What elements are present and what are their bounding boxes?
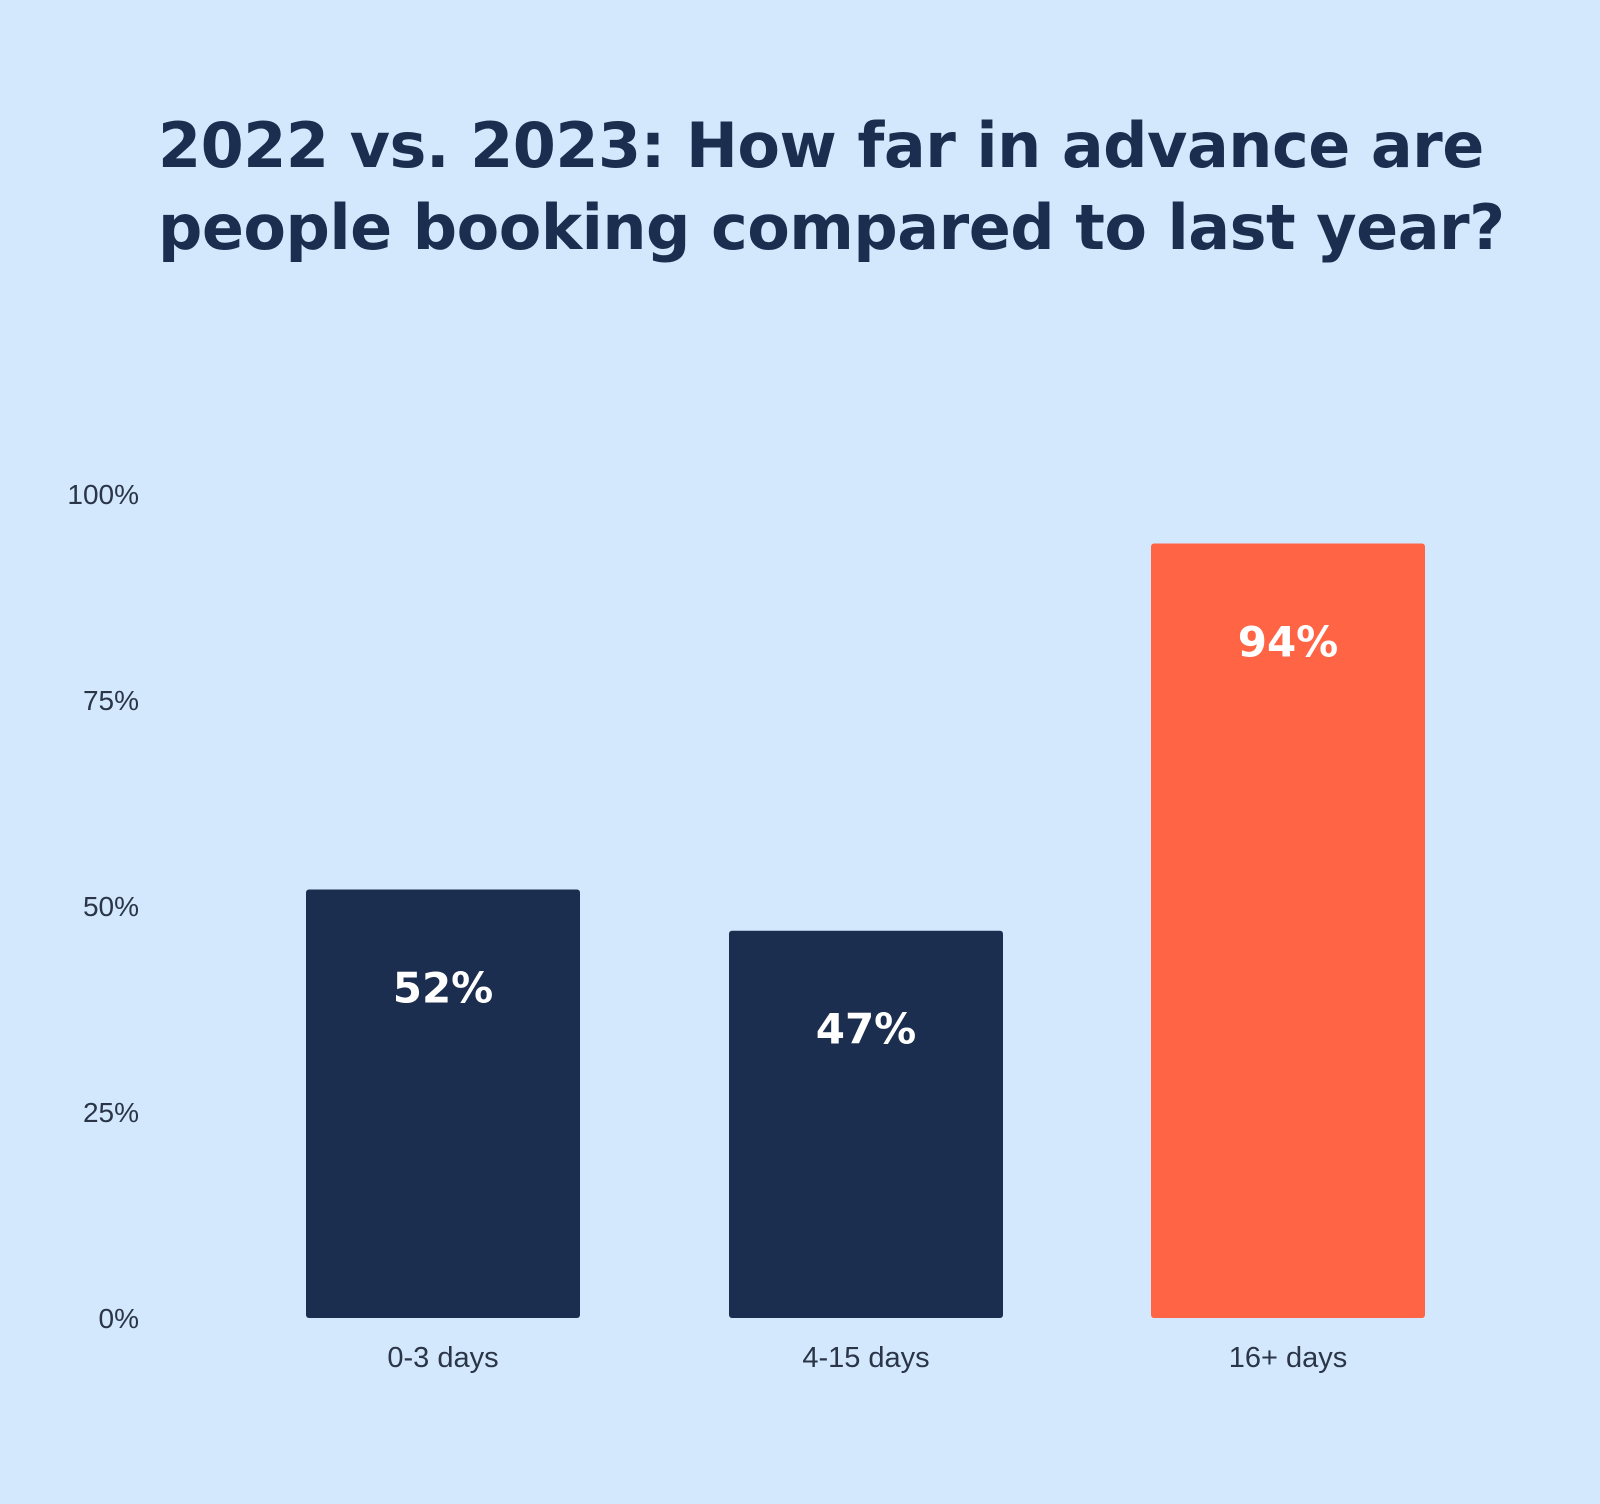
y-tick-label: 75% bbox=[83, 685, 139, 716]
chart-title: 2022 vs. 2023: How far in advance are pe… bbox=[158, 109, 1505, 264]
bar-series: 52% 47% 94% bbox=[306, 543, 1425, 1318]
y-tick-label: 25% bbox=[83, 1097, 139, 1128]
y-axis: 0% 25% 50% 75% 100% bbox=[67, 479, 139, 1334]
x-category-label: 16+ days bbox=[1229, 1342, 1348, 1374]
y-tick-label: 100% bbox=[67, 479, 139, 510]
bar-data-label: 94% bbox=[1238, 617, 1339, 666]
bar-16-days bbox=[1151, 543, 1425, 1318]
y-tick-label: 50% bbox=[83, 891, 139, 922]
bar-4-15-days bbox=[729, 930, 1003, 1318]
y-tick-label: 0% bbox=[99, 1303, 139, 1334]
x-axis: 0-3 days 4-15 days 16+ days bbox=[387, 1342, 1347, 1374]
bar-0-3-days bbox=[306, 889, 580, 1318]
x-category-label: 0-3 days bbox=[387, 1342, 498, 1374]
x-category-label: 4-15 days bbox=[802, 1342, 929, 1374]
bar-data-label: 52% bbox=[393, 964, 494, 1013]
bar-data-label: 47% bbox=[816, 1005, 917, 1054]
